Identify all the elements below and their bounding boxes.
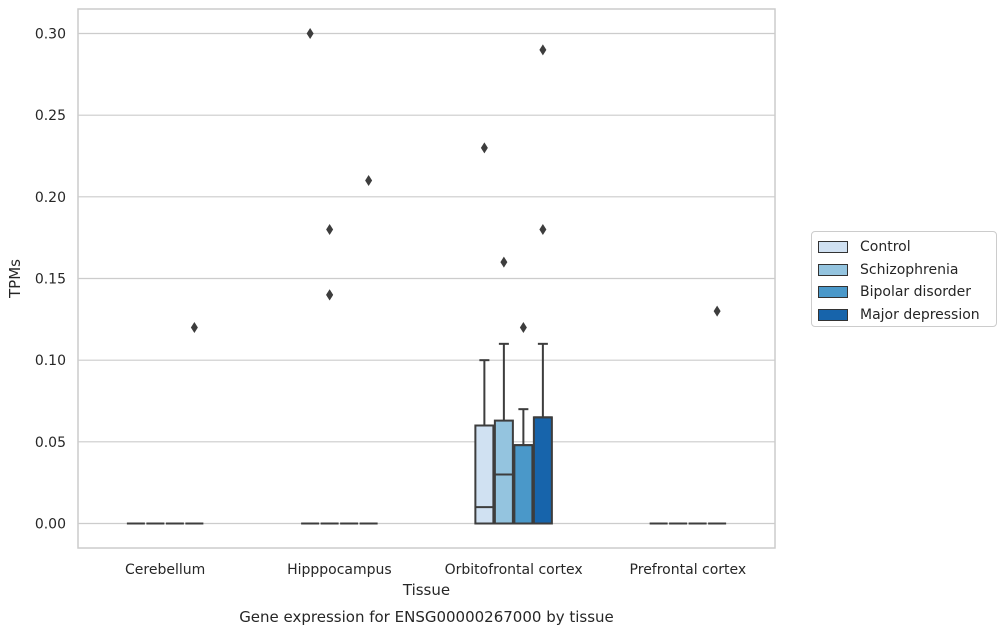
legend-swatch: [818, 263, 848, 276]
y-tick-label: 0.00: [35, 517, 66, 533]
chart-caption: Gene expression for ENSG00000267000 by t…: [239, 608, 614, 626]
box-group: [185, 322, 204, 525]
box-group: [513, 322, 534, 525]
outlier-point: [519, 322, 527, 333]
x-axis-title: Tissue: [402, 581, 450, 599]
outlier-point: [326, 224, 334, 235]
x-tick-label: Orbitofrontal cortex: [445, 562, 583, 578]
box-group: [493, 256, 514, 525]
outlier-point: [713, 305, 721, 317]
x-axis-ticks: Cerebellum Hipppocampus Orbitofrontal cort…: [125, 562, 746, 578]
y-tick-label: 0.10: [35, 353, 66, 369]
plot-area-frame: [77, 8, 776, 549]
outlier-point: [190, 322, 198, 333]
legend-item: Control: [818, 236, 996, 259]
box-group: [359, 175, 378, 525]
outlier-point: [539, 224, 547, 235]
outlier-point: [500, 256, 508, 268]
legend-item: Schizophrenia: [818, 259, 996, 282]
outlier-point: [326, 289, 334, 301]
box-group: [474, 142, 495, 525]
y-axis-title: TPMs: [6, 259, 24, 299]
legend-label: Control: [860, 239, 911, 256]
box: [493, 419, 514, 525]
box: [513, 444, 534, 525]
x-tick-label: Hipppocampus: [287, 562, 392, 578]
box-group: [320, 224, 339, 525]
legend-label: Bipolar disorder: [860, 284, 972, 301]
y-tick-label: 0.15: [35, 272, 66, 288]
x-tick-label: Cerebellum: [125, 562, 205, 578]
y-axis-ticks: 0.00 0.05 0.10 0.15 0.20 0.25 0.30: [35, 27, 66, 533]
legend: Control Schizophrenia Bipolar disorder Majo…: [811, 231, 997, 327]
box-group: [532, 44, 553, 525]
y-tick-label: 0.20: [35, 190, 66, 206]
legend-item: Major depression: [818, 304, 996, 327]
outlier-point: [539, 44, 547, 56]
y-tick-label: 0.30: [35, 27, 66, 43]
outlier-point: [365, 175, 373, 186]
legend-label: Major depression: [860, 306, 980, 323]
grid-lines: [78, 32, 775, 525]
box: [532, 416, 553, 525]
box-group: [708, 305, 727, 525]
legend-swatch: [818, 308, 848, 321]
outlier-point: [306, 28, 314, 39]
y-tick-label: 0.05: [35, 435, 66, 451]
boxes-layer: [126, 28, 727, 525]
x-tick-label: Prefrontal cortex: [630, 562, 747, 578]
legend-swatch: [818, 286, 848, 299]
box-group: [301, 28, 320, 525]
legend-swatch: [818, 241, 848, 254]
y-tick-label: 0.25: [35, 108, 66, 124]
box: [474, 424, 495, 525]
legend-item: Bipolar disorder: [818, 281, 996, 304]
legend-label: Schizophrenia: [860, 261, 959, 278]
outlier-point: [480, 142, 488, 154]
